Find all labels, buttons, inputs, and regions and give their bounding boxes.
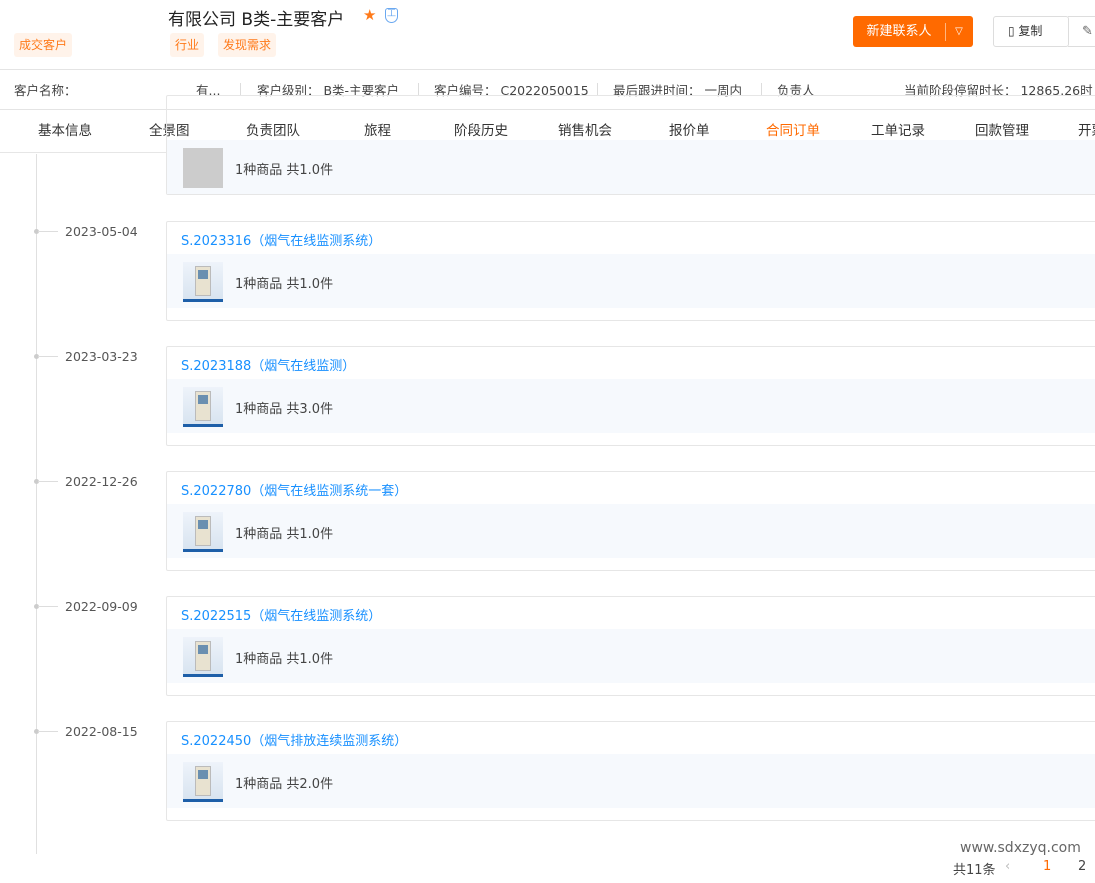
tab-invoices[interactable]: 开票 xyxy=(1078,123,1095,139)
customer-name-value: 有... xyxy=(196,83,221,98)
order-date: 2022-08-15 xyxy=(65,724,138,739)
product-image xyxy=(183,262,223,302)
timeline-tick xyxy=(38,231,58,232)
timeline-tick xyxy=(38,356,58,357)
order-title-link[interactable]: S.2022450（烟气排放连续监测系统） xyxy=(181,734,408,749)
product-image xyxy=(183,762,223,802)
product-row[interactable]: 1种商品 共2.0件 xyxy=(167,754,1095,808)
tab-panorama[interactable]: 全景图 xyxy=(149,123,190,139)
tab-work-orders[interactable]: 工单记录 xyxy=(871,123,925,139)
divider xyxy=(945,23,946,41)
timeline-line xyxy=(36,154,37,854)
chevron-down-icon[interactable]: ▽ xyxy=(955,26,963,37)
image-placeholder-icon xyxy=(183,148,223,188)
tag-need: 发现需求 xyxy=(218,33,277,57)
timeline-dot xyxy=(34,229,39,234)
owner-label: 负责人 xyxy=(777,83,815,98)
divider xyxy=(240,83,241,95)
prev-page-icon[interactable]: ‹ xyxy=(1005,859,1011,874)
tag-industry: 行业 xyxy=(170,33,205,57)
new-contact-button[interactable]: 新建联系人 ▽ xyxy=(853,16,973,47)
customer-name-label: 客户名称： xyxy=(14,83,77,98)
page-1[interactable]: 1 xyxy=(1043,859,1052,874)
website-watermark: www.sdxzyq.com xyxy=(960,840,1081,856)
divider xyxy=(0,69,1095,70)
order-card: S.2023188（烟气在线监测） 1种商品 共3.0件 xyxy=(166,346,1095,446)
new-contact-label: 新建联系人 xyxy=(866,24,932,39)
tab-stage-history[interactable]: 阶段历史 xyxy=(454,123,508,139)
timeline-dot xyxy=(34,729,39,734)
tab-opportunities[interactable]: 销售机会 xyxy=(558,123,612,139)
divider xyxy=(0,109,1095,110)
total-count: 共11条 xyxy=(953,863,996,878)
timeline-tick xyxy=(38,481,58,482)
order-card: S.2022780（烟气在线监测系统一套） 1种商品 共1.0件 xyxy=(166,471,1095,571)
product-row[interactable]: 1种商品 共1.0件 xyxy=(167,629,1095,683)
product-row[interactable]: 1种商品 共3.0件 xyxy=(167,379,1095,433)
tab-quotes[interactable]: 报价单 xyxy=(669,123,710,139)
product-image xyxy=(183,512,223,552)
tab-journey[interactable]: 旅程 xyxy=(364,123,391,139)
timeline-tick xyxy=(38,731,58,732)
order-card: 1种商品 共1.0件 xyxy=(166,95,1095,195)
divider xyxy=(418,83,419,95)
divider xyxy=(597,83,598,95)
tag-deal: 成交客户 xyxy=(14,33,73,57)
order-card: S.2023316（烟气在线监测系统） 1种商品 共1.0件 xyxy=(166,221,1095,321)
order-date: 2022-12-26 xyxy=(65,474,138,489)
order-title-link[interactable]: S.2023316（烟气在线监测系统） xyxy=(181,234,382,249)
tab-basic-info[interactable]: 基本信息 xyxy=(38,123,92,139)
document-icon: ▯ xyxy=(1008,24,1019,38)
order-date: 2022-09-09 xyxy=(65,599,138,614)
tab-team[interactable]: 负责团队 xyxy=(246,123,300,139)
page-2[interactable]: 2 xyxy=(1078,859,1087,874)
stage-duration: 当前阶段停留时长： 12865.26时 xyxy=(904,83,1093,98)
timeline-tick xyxy=(38,606,58,607)
tab-payments[interactable]: 回款管理 xyxy=(975,123,1029,139)
product-row[interactable]: 1种商品 共1.0件 xyxy=(167,254,1095,308)
product-count: 1种商品 共3.0件 xyxy=(235,402,334,417)
timeline-dot xyxy=(34,354,39,359)
product-row[interactable]: 1种商品 共1.0件 xyxy=(167,140,1095,194)
last-follow-time: 最后跟进时间： 一周内 xyxy=(613,83,742,98)
product-image xyxy=(183,637,223,677)
order-title-link[interactable]: S.2022515（烟气在线监测系统） xyxy=(181,609,382,624)
order-card: S.2022450（烟气排放连续监测系统） 1种商品 共2.0件 xyxy=(166,721,1095,821)
product-count: 1种商品 共2.0件 xyxy=(235,777,334,792)
product-count: 1种商品 共1.0件 xyxy=(235,163,334,178)
product-count: 1种商品 共1.0件 xyxy=(235,527,334,542)
product-count: 1种商品 共1.0件 xyxy=(235,277,334,292)
order-title-link[interactable]: S.2023188（烟气在线监测） xyxy=(181,359,356,374)
customer-title: 有限公司 B类-主要客户 xyxy=(168,10,345,30)
star-icon[interactable]: ★ xyxy=(363,6,377,24)
product-count: 1种商品 共1.0件 xyxy=(235,652,334,667)
divider xyxy=(761,83,762,95)
product-image xyxy=(183,387,223,427)
timeline-dot xyxy=(34,479,39,484)
pencil-icon: ✎ xyxy=(1082,24,1093,39)
customer-level: 客户级别： B类-主要客户 xyxy=(257,83,400,98)
order-date: 2023-05-04 xyxy=(65,224,138,239)
copy-label: 复制 xyxy=(1018,24,1043,38)
order-date: 2023-03-23 xyxy=(65,349,138,364)
shield-icon: 工 xyxy=(385,8,398,23)
customer-code: 客户编号： C2022050015 xyxy=(434,83,589,98)
order-title-link[interactable]: S.2022780（烟气在线监测系统一套） xyxy=(181,484,408,499)
edit-button[interactable]: ✎ xyxy=(1068,16,1095,47)
order-card: S.2022515（烟气在线监测系统） 1种商品 共1.0件 xyxy=(166,596,1095,696)
copy-button[interactable]: ▯ 复制 xyxy=(993,16,1069,47)
timeline-dot xyxy=(34,604,39,609)
product-row[interactable]: 1种商品 共1.0件 xyxy=(167,504,1095,558)
